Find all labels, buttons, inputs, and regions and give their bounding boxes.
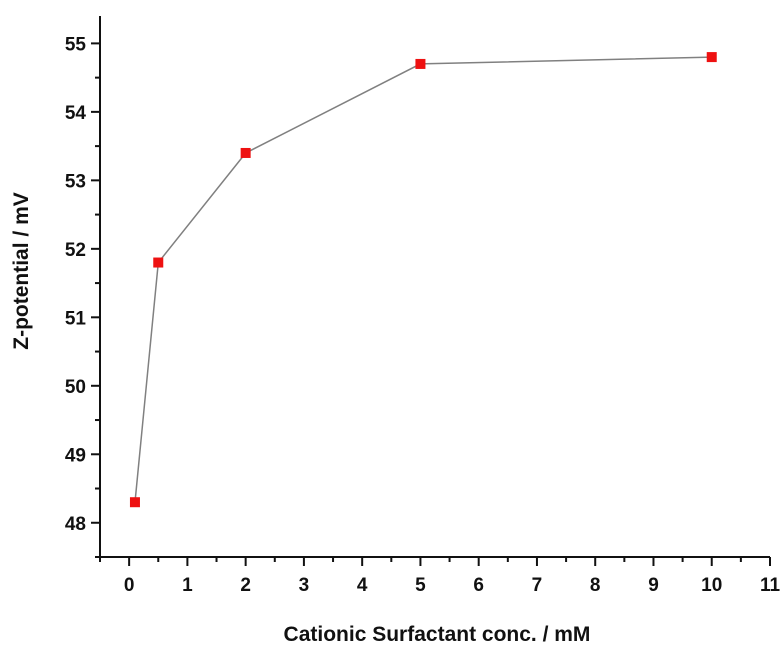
- data-point-marker: [153, 257, 164, 268]
- x-tick-label: 3: [299, 575, 310, 596]
- x-tick-label: 8: [590, 575, 601, 596]
- data-point-marker: [706, 52, 717, 63]
- x-tick-label: 11: [760, 575, 781, 596]
- data-point-marker: [415, 58, 426, 69]
- x-tick-label: 2: [240, 575, 251, 596]
- y-tick-label: 52: [65, 240, 86, 261]
- x-tick-label: 7: [532, 575, 543, 596]
- data-point-marker: [240, 147, 251, 158]
- x-tick-label: 1: [182, 575, 193, 596]
- x-tick-label: 10: [701, 575, 722, 596]
- axes: [99, 16, 770, 558]
- y-tick-label: 50: [65, 377, 86, 398]
- x-tick-label: 6: [473, 575, 484, 596]
- axis-titles: Cationic Surfactant conc. / mM Z-potenti…: [10, 192, 590, 645]
- y-tick-label: 55: [65, 34, 87, 55]
- y-tick-label: 51: [65, 308, 87, 329]
- series-line: [134, 56, 712, 503]
- x-tick-label: 0: [124, 575, 135, 596]
- data-series: [129, 52, 717, 508]
- ticks: 0 1 2 3 4 5 6 7 8 9 10 11 48 49 50 51 52 53 54 55: [65, 34, 781, 596]
- x-tick-label: 5: [415, 575, 426, 596]
- x-axis-title: Cationic Surfactant conc. / mM: [284, 623, 591, 645]
- y-axis-title: Z-potential / mV: [10, 192, 33, 350]
- x-tick-label: 4: [357, 575, 368, 596]
- y-tick-label: 53: [65, 171, 86, 192]
- y-tick-label: 48: [65, 514, 86, 535]
- data-point-marker: [129, 497, 140, 508]
- x-tick-label: 9: [648, 575, 659, 596]
- y-tick-label: 54: [65, 103, 87, 124]
- y-tick-label: 49: [65, 445, 86, 466]
